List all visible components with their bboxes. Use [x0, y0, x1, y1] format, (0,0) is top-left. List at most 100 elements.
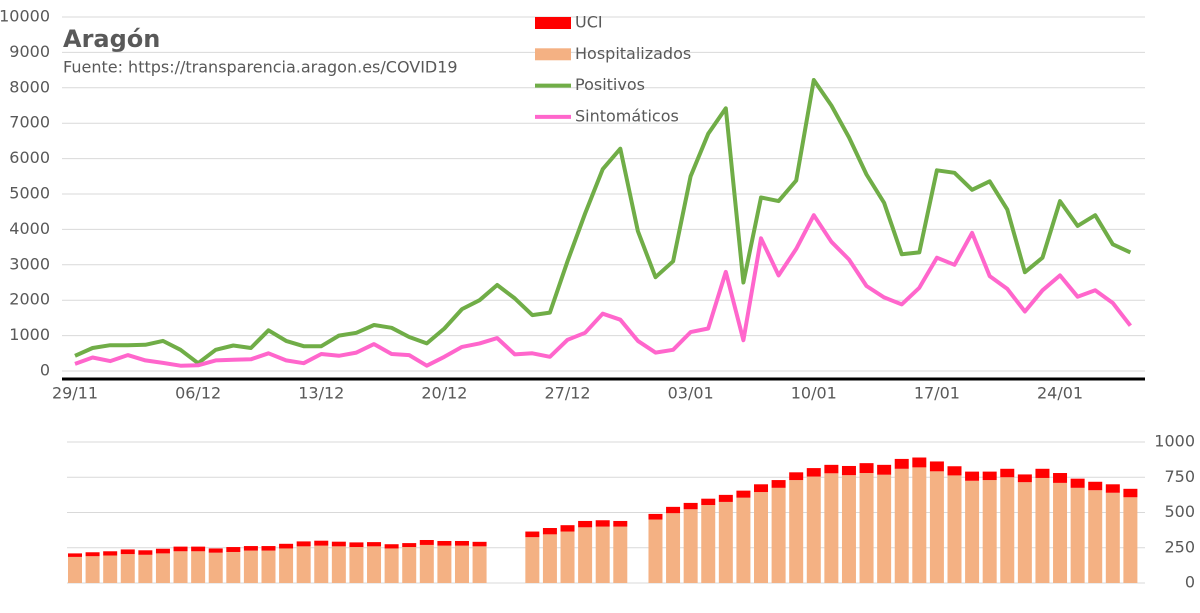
x-tick-label: 10/01 [791, 384, 837, 403]
bar-segment [68, 556, 82, 583]
bar-segment [824, 473, 839, 583]
bar-segment [877, 474, 892, 583]
bar-segment [894, 468, 909, 583]
bar-segment [103, 551, 118, 556]
bar-segment [155, 548, 170, 554]
bar-segment [648, 513, 663, 520]
bar-segment [929, 461, 944, 472]
bar-segment [1035, 468, 1050, 478]
bar-segment [1088, 490, 1103, 583]
bar-segment [331, 546, 346, 583]
bar-segment [578, 520, 593, 528]
bar-segment [701, 505, 716, 583]
bar-segment [191, 546, 206, 552]
legend-label: Hospitalizados [575, 44, 691, 63]
bar-segment [613, 526, 628, 583]
bar-segment [929, 471, 944, 583]
bar-segment [243, 550, 258, 583]
bar-segment [824, 464, 839, 474]
legend-swatch [535, 48, 571, 61]
bar-segment [542, 534, 557, 583]
bar-segment [454, 540, 469, 546]
bar-segment [1000, 468, 1015, 478]
bar-segment [68, 553, 82, 557]
bar-segment [261, 546, 276, 551]
bar-segment [877, 464, 892, 475]
bar-segment [331, 541, 346, 547]
bar-segment [367, 542, 382, 547]
bar-segment [754, 484, 769, 493]
bar-segment [859, 463, 874, 474]
bar-segment [261, 550, 276, 583]
bar-segment [806, 476, 821, 583]
bar-segment [1105, 492, 1120, 583]
bar-segment [718, 501, 733, 583]
bar-segment [419, 544, 434, 583]
bar-segment [155, 553, 170, 583]
y-tick-label: 10000 [0, 7, 50, 26]
chart-title: Aragón [63, 25, 160, 53]
bar-segment [683, 509, 698, 583]
x-tick-label: 03/01 [668, 384, 714, 403]
bar-segment [384, 544, 399, 549]
bar-segment [806, 468, 821, 477]
bar-segment [1123, 488, 1138, 498]
line-series [74, 78, 1132, 366]
x-tick-label: 24/01 [1037, 384, 1083, 403]
bar-segment [120, 554, 135, 583]
bar-segment [595, 520, 610, 527]
bar-segment [454, 545, 469, 583]
bar-segment [402, 547, 417, 583]
bar-segment [771, 487, 786, 583]
bar-segment [85, 552, 100, 557]
bar-segment [472, 546, 487, 583]
bar-segment [437, 540, 452, 546]
bar-segment [1088, 481, 1103, 491]
bar-segment [754, 492, 769, 583]
y-tick-label: 2000 [9, 290, 50, 309]
bar-segment [279, 543, 294, 549]
bar-segment [701, 498, 716, 506]
bar-segment [1123, 497, 1138, 583]
bar-segment [208, 552, 223, 583]
line-series [74, 213, 1132, 368]
bar-segment [1070, 478, 1085, 488]
bar-segment [384, 548, 399, 583]
bar-segment [314, 545, 329, 583]
bar-segment [1000, 477, 1015, 583]
chart-subtitle: Fuente: https://transparencia.aragon.es/… [63, 58, 458, 77]
bar-segment [138, 550, 153, 555]
bar-segment [173, 551, 188, 583]
bar-segment [666, 506, 681, 514]
y-tick-label: 6000 [9, 148, 50, 167]
y-tick-label: 500 [1164, 502, 1195, 521]
bar-segment [349, 542, 364, 548]
y-tick-label: 750 [1164, 467, 1195, 486]
bar-segment [419, 539, 434, 545]
y-tick-label: 8000 [9, 77, 50, 96]
bar-segment [85, 556, 100, 583]
bar-segment [1053, 473, 1068, 483]
bar-segment [1017, 482, 1032, 583]
legend-swatch [535, 17, 571, 29]
bar-segment [138, 554, 153, 583]
bar-segment [103, 555, 118, 583]
legend-label: Sintomáticos [575, 106, 679, 125]
y-tick-label: 5000 [9, 184, 50, 203]
x-tick-label: 17/01 [914, 384, 960, 403]
bar-segment [296, 546, 311, 583]
bar-segment [789, 472, 804, 481]
y-tick-label: 1000 [9, 325, 50, 344]
bar-segment [314, 540, 329, 546]
bar-segment [208, 548, 223, 553]
y-tick-label: 250 [1164, 537, 1195, 556]
bar-segment [982, 471, 997, 481]
bar-segment [472, 541, 487, 547]
bar-segment [1035, 477, 1050, 583]
bar-segment [947, 475, 962, 583]
bar-segment [226, 547, 241, 552]
bar-segment [613, 520, 628, 527]
bar-segment [912, 457, 927, 468]
bar-segment [173, 546, 188, 552]
bar-segment [666, 513, 681, 583]
